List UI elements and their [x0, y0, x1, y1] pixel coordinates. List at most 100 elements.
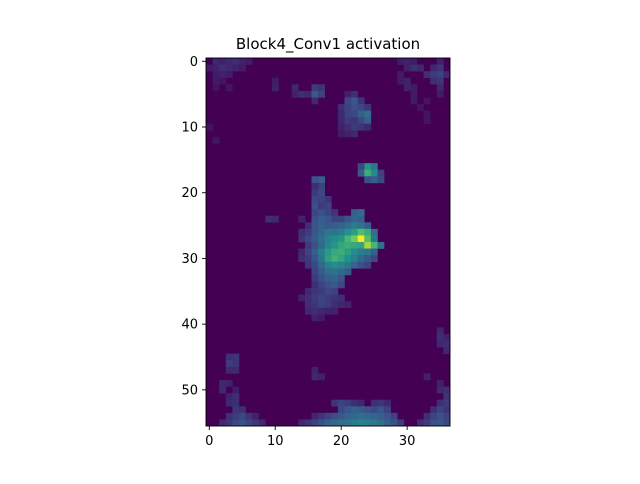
heatmap-cell — [324, 242, 332, 249]
heatmap-cell — [324, 307, 332, 315]
heatmap-cell — [232, 360, 240, 368]
heatmap-cell — [436, 58, 444, 65]
heatmap-cell — [370, 255, 378, 263]
heatmap-cell — [232, 406, 240, 414]
heatmap-cell — [351, 248, 358, 256]
heatmap-cell — [219, 380, 227, 387]
heatmap-cell — [344, 412, 352, 420]
heatmap-cell — [344, 110, 352, 118]
heatmap-cell — [225, 399, 233, 407]
heatmap-cell — [311, 314, 319, 322]
heatmap-cell — [265, 215, 273, 223]
heatmap-cell — [324, 301, 332, 309]
heatmap-cell — [344, 222, 352, 230]
heatmap-cell — [225, 71, 233, 79]
heatmap-cell — [351, 412, 358, 420]
heatmap-cell — [225, 412, 233, 420]
heatmap-cell — [443, 334, 451, 341]
heatmap-cell — [357, 406, 365, 414]
heatmap-cell — [337, 412, 345, 420]
heatmap-cell — [436, 340, 444, 348]
heatmap-cell — [311, 412, 319, 420]
heatmap-cell — [331, 307, 339, 315]
heatmap-cell — [344, 406, 352, 414]
heatmap-cell — [364, 412, 372, 420]
heatmap-cell — [324, 255, 332, 263]
heatmap-cell — [403, 64, 411, 72]
heatmap-cell — [245, 419, 253, 427]
heatmap-cell — [357, 222, 365, 230]
heatmap-cell — [298, 255, 306, 263]
heatmap-cell — [232, 58, 240, 65]
heatmap-cell — [351, 228, 358, 236]
heatmap-cell — [304, 255, 312, 263]
heatmap-cell — [298, 228, 306, 236]
heatmap-cell — [298, 248, 306, 256]
heatmap-cell — [357, 215, 365, 223]
heatmap-cell — [443, 386, 451, 394]
heatmap-cell — [324, 235, 332, 243]
heatmap-cell — [364, 117, 372, 125]
heatmap-cell — [344, 301, 352, 309]
heatmap-cell — [344, 399, 352, 407]
heatmap-cell — [311, 182, 319, 190]
heatmap-cell — [370, 169, 378, 177]
heatmap-cell — [357, 123, 365, 131]
heatmap-cell — [232, 412, 240, 420]
heatmap-cell — [245, 58, 253, 65]
heatmap-cell — [436, 64, 444, 72]
heatmap-cell — [344, 215, 352, 223]
heatmap-cell — [232, 353, 240, 361]
heatmap-cell — [232, 386, 240, 394]
heatmap-cell — [364, 228, 372, 236]
heatmap-cell — [324, 288, 332, 295]
heatmap-cell — [377, 406, 385, 414]
heatmap-cell — [245, 412, 253, 420]
heatmap-cell — [337, 222, 345, 230]
heatmap-cell — [337, 399, 345, 407]
heatmap-cell — [311, 301, 319, 309]
heatmap-cell — [357, 117, 365, 125]
heatmap-cell — [344, 90, 352, 98]
heatmap-cell — [351, 406, 358, 414]
heatmap-cell — [238, 64, 246, 72]
heatmap-cell — [331, 261, 339, 269]
heatmap-cell — [318, 202, 325, 210]
heatmap-cell — [410, 90, 418, 98]
heatmap-cell — [357, 419, 365, 427]
heatmap-cell — [331, 268, 339, 276]
heatmap-cell — [331, 412, 339, 420]
heatmap-cell — [423, 412, 431, 420]
heatmap-cell — [403, 84, 411, 92]
heatmap-cell — [311, 255, 319, 263]
heatmap-cell — [423, 97, 431, 105]
heatmap-cell — [311, 307, 319, 315]
heatmap-cell — [370, 176, 378, 184]
heatmap-cell — [324, 281, 332, 289]
heatmap-cell — [331, 222, 339, 230]
heatmap-cell — [384, 406, 391, 414]
heatmap-cell — [318, 189, 325, 197]
heatmap-cell — [318, 222, 325, 230]
heatmap-cell — [443, 340, 451, 348]
heatmap-cell — [252, 419, 260, 427]
heatmap-cell — [238, 58, 246, 65]
heatmap-cell — [351, 97, 358, 105]
x-tick-label: 0 — [205, 434, 213, 449]
heatmap-cell — [318, 281, 325, 289]
heatmap-cell — [331, 274, 339, 282]
heatmap-cell — [331, 242, 339, 249]
heatmap-cell — [364, 104, 372, 111]
heatmap-cell — [417, 419, 424, 427]
heatmap-cell — [318, 301, 325, 309]
heatmap-cell — [318, 182, 325, 190]
heatmap-cell — [403, 77, 411, 85]
heatmap-cell — [311, 366, 319, 374]
heatmap-cell — [318, 209, 325, 217]
heatmap-cell — [364, 169, 372, 177]
heatmap-cell — [351, 215, 358, 223]
heatmap-cell — [384, 399, 391, 407]
heatmap-cell — [318, 242, 325, 249]
heatmap-cell — [318, 90, 325, 98]
heatmap-cell — [238, 419, 246, 427]
